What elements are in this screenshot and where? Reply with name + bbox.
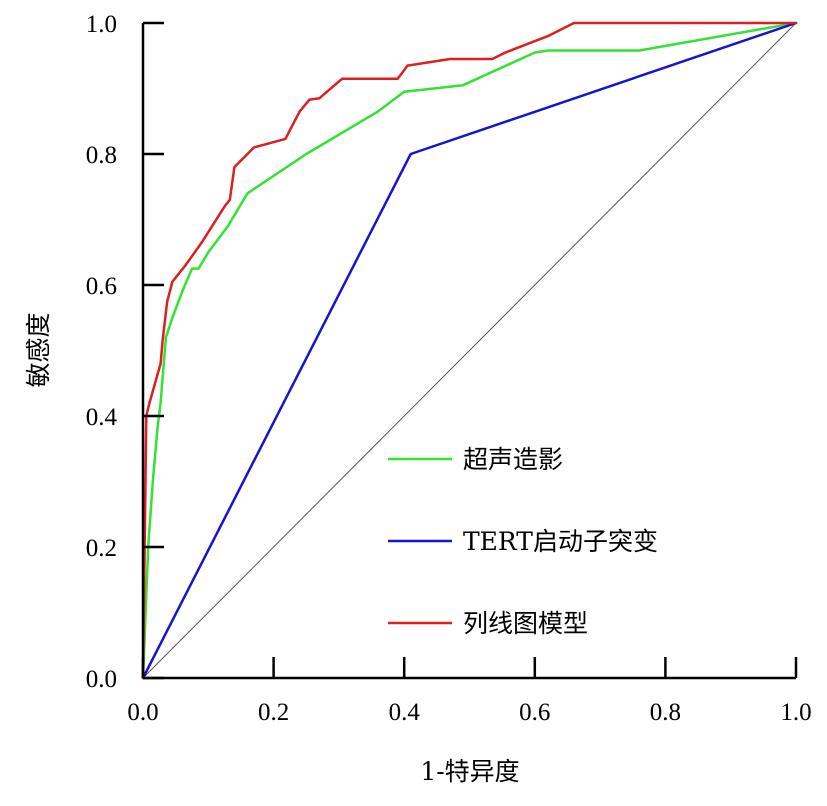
y-axis-title: 敏感度 [24, 312, 53, 387]
x-tick-label: 0.0 [127, 699, 158, 726]
x-tick-label: 0.2 [258, 699, 289, 726]
y-tick-label: 0.6 [86, 273, 117, 300]
x-tick-label: 1.0 [780, 699, 811, 726]
axes-layer [141, 23, 796, 680]
reference-line-layer [142, 22, 797, 679]
y-tick-label: 0.2 [86, 535, 117, 562]
legend-label-2: TERT启动子突变 [463, 527, 658, 556]
x-tick-label: 0.6 [519, 699, 550, 726]
x-tick-label: 0.8 [650, 699, 681, 726]
legend-label-3: 列线图模型 [463, 609, 588, 638]
series-layer [141, 21, 798, 680]
reference-diagonal-line [142, 22, 797, 679]
x-tick-label: 0.4 [389, 699, 421, 726]
series-line-2 [141, 21, 798, 680]
y-tick-label: 0.4 [86, 404, 118, 431]
y-tick-label: 1.0 [86, 11, 117, 38]
legend-label-1: 超声造影 [463, 445, 563, 474]
y-tick-label: 0.8 [86, 142, 117, 169]
x-axis-title: 1-特异度 [420, 757, 519, 786]
ticks-layer: 0.0 0.2 0.4 0.6 0.8 1.0 0.0 0.2 0.4 0.6 0.8 1.0 [86, 11, 812, 726]
series-line-3 [141, 21, 798, 680]
y-tick-label: 0.0 [86, 666, 117, 693]
series-line-1 [141, 21, 798, 680]
